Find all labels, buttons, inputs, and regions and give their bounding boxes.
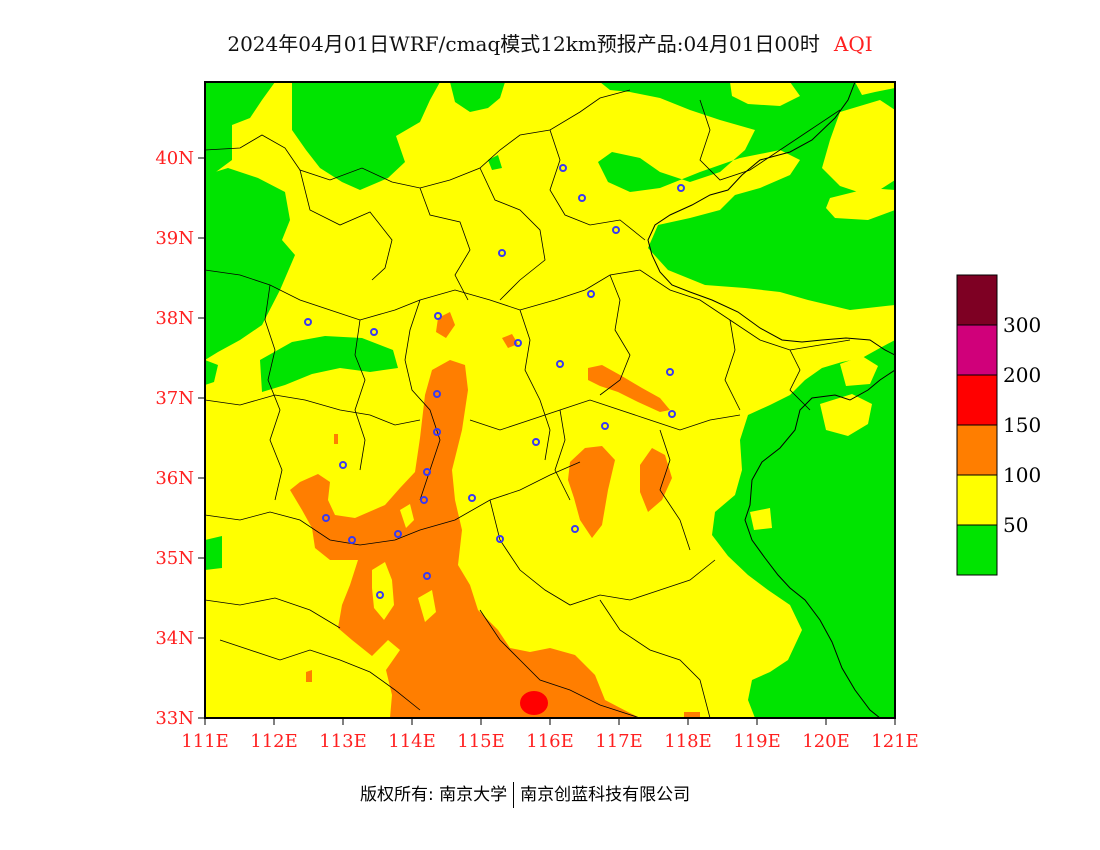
lat-tick-label: 36N — [155, 468, 194, 489]
city-marker — [587, 290, 595, 298]
city-marker — [304, 318, 312, 326]
city-marker — [433, 390, 441, 398]
legend-label: 200 — [1003, 363, 1041, 387]
lon-tick-label: 115E — [457, 731, 505, 752]
legend-label: 50 — [1003, 513, 1028, 537]
city-marker — [423, 572, 431, 580]
lon-tick-label: 111E — [181, 731, 229, 752]
legend-swatch — [956, 424, 998, 476]
aqi-red-hotspot — [520, 691, 548, 715]
legend-swatch — [956, 274, 998, 326]
city-marker — [532, 438, 540, 446]
city-marker — [601, 422, 609, 430]
latitude-axis: 33N 34N 35N 36N 37N 38N 39N 40N — [155, 148, 205, 729]
city-marker — [423, 468, 431, 476]
lat-tick-label: 40N — [155, 148, 194, 169]
city-marker — [420, 496, 428, 504]
chart-title: 2024年04月01日WRF/cmaq模式12km预报产品:04月01日00时 A… — [0, 28, 1100, 57]
footer-copyright: 版权所有: 南京大学 — [360, 785, 508, 805]
city-marker — [348, 536, 356, 544]
city-marker — [668, 410, 676, 418]
legend-swatch — [956, 474, 998, 526]
lon-tick-label: 116E — [526, 731, 574, 752]
city-marker — [666, 368, 674, 376]
city-marker — [394, 530, 402, 538]
lon-tick-label: 113E — [319, 731, 367, 752]
lon-tick-label: 121E — [871, 731, 919, 752]
coastline — [647, 82, 895, 718]
lat-tick-label: 38N — [155, 308, 194, 329]
aqi-yellow-holes — [372, 504, 436, 622]
map-area — [205, 82, 895, 718]
title-main: 2024年04月01日WRF/cmaq模式12km预报产品:04月01日00时 — [227, 32, 820, 56]
footer-separator — [513, 782, 515, 808]
legend-swatch — [956, 374, 998, 426]
aqi-orange-regions — [290, 312, 700, 718]
city-marker — [433, 428, 441, 436]
lon-tick-label: 112E — [250, 731, 298, 752]
admin-boundaries — [205, 89, 851, 718]
city-marker — [578, 194, 586, 202]
copyright-footer: 版权所有: 南京大学 南京创蓝科技有限公司 — [360, 780, 690, 808]
city-marker — [376, 591, 384, 599]
longitude-axis: 111E 112E 113E 114E 115E 116E 117E 118E 119E 120E… — [181, 718, 919, 752]
legend-label: 100 — [1003, 463, 1041, 487]
city-marker — [370, 328, 378, 336]
lon-tick-label: 114E — [388, 731, 436, 752]
city-marker — [559, 164, 567, 172]
city-marker — [468, 494, 476, 502]
legend-label: 150 — [1003, 413, 1041, 437]
city-marker — [571, 525, 579, 533]
lat-tick-label: 35N — [155, 548, 194, 569]
footer-company: 南京创蓝科技有限公司 — [520, 785, 691, 805]
city-marker — [496, 535, 504, 543]
city-marker — [677, 184, 685, 192]
legend-swatch — [956, 524, 998, 576]
city-marker — [322, 514, 330, 522]
lat-tick-label: 34N — [155, 628, 194, 649]
lon-tick-label: 119E — [733, 731, 781, 752]
aqi-legend: 50 100 150 200 300 — [956, 274, 1041, 576]
aqi-yellow-islands — [730, 82, 895, 530]
city-markers — [304, 164, 685, 599]
title-variable: AQI — [833, 32, 873, 56]
lat-tick-label: 37N — [155, 388, 194, 409]
lon-tick-label: 120E — [802, 731, 850, 752]
city-marker — [514, 339, 522, 347]
lon-tick-label: 117E — [595, 731, 643, 752]
lat-tick-label: 39N — [155, 228, 194, 249]
city-marker — [556, 360, 564, 368]
legend-swatch — [956, 324, 998, 376]
city-marker — [612, 226, 620, 234]
lat-tick-label: 33N — [155, 708, 194, 729]
city-marker — [339, 461, 347, 469]
legend-label: 300 — [1003, 313, 1041, 337]
lon-tick-label: 118E — [664, 731, 712, 752]
city-marker — [434, 312, 442, 320]
city-marker — [498, 249, 506, 257]
